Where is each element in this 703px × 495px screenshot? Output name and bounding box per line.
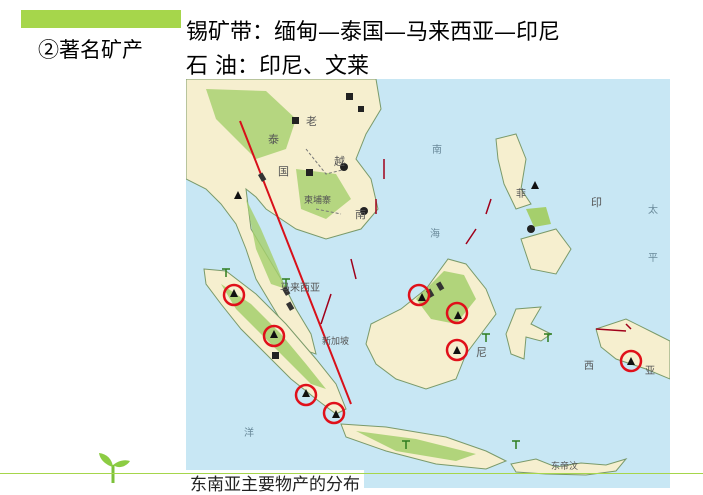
oil-text: 石 油：印尼、文莱 [186,54,369,79]
new-guinea [595,318,670,380]
indochina-green [206,89,351,289]
highlight-circles [222,283,643,425]
tin-belt-line [239,120,352,405]
borneo-green [416,271,476,324]
map-svg [186,79,670,488]
map-label-asia: 亚 [645,366,655,377]
philippines-visayas [526,207,551,227]
map-label-pacific-2: 平 [648,253,658,264]
philippines-mindanao [520,228,572,275]
map-label-timor: 东帝汶 [551,462,579,472]
map-label-ocean: 洋 [244,428,254,439]
map-label-vietnam-south: 南 [355,208,366,221]
map-label-thailand: 泰 [268,133,279,146]
tin-symbols [230,181,635,418]
footer-line [0,473,703,474]
map-label-vietnam: 越 [334,155,345,168]
sulawesi-island [505,306,552,360]
map-label-laos: 老 [306,115,317,128]
map-label-philippines-1: 菲 [516,189,526,200]
map-label-pacific: 太 [648,205,658,216]
map-label-singapore: 新加坡 [322,337,350,347]
resource-symbols [272,93,535,359]
tin-belt-text: 锡矿带：缅甸—泰国—马来西亚—印尼 [186,20,561,45]
palm-symbols [222,268,552,449]
boundary-marks [320,159,632,332]
philippines-luzon [495,133,532,210]
map-label-indonesia-2: 尼 [476,346,487,359]
map-label-west: 西 [584,361,594,372]
section-heading: ②著名矿产 [38,38,143,62]
java-green [356,431,476,461]
map-label-sea-south: 海 [430,229,440,240]
map-label-malaysia: 马来西亚 [280,283,320,294]
sprout-icon [99,453,130,483]
map-label-thailand-2: 国 [278,165,289,178]
title-accent-bar [21,10,181,28]
map-label-cambodia: 柬埔寨 [304,196,332,206]
map-label-sea-north: 南 [432,145,442,156]
southeast-asia-products-map: 泰 国 老 越 柬埔寨 南 马来西亚 新加坡 南 海 菲 印 尼 太 平 洋 西… [186,79,670,488]
map-label-indonesia-1: 印 [591,196,602,209]
